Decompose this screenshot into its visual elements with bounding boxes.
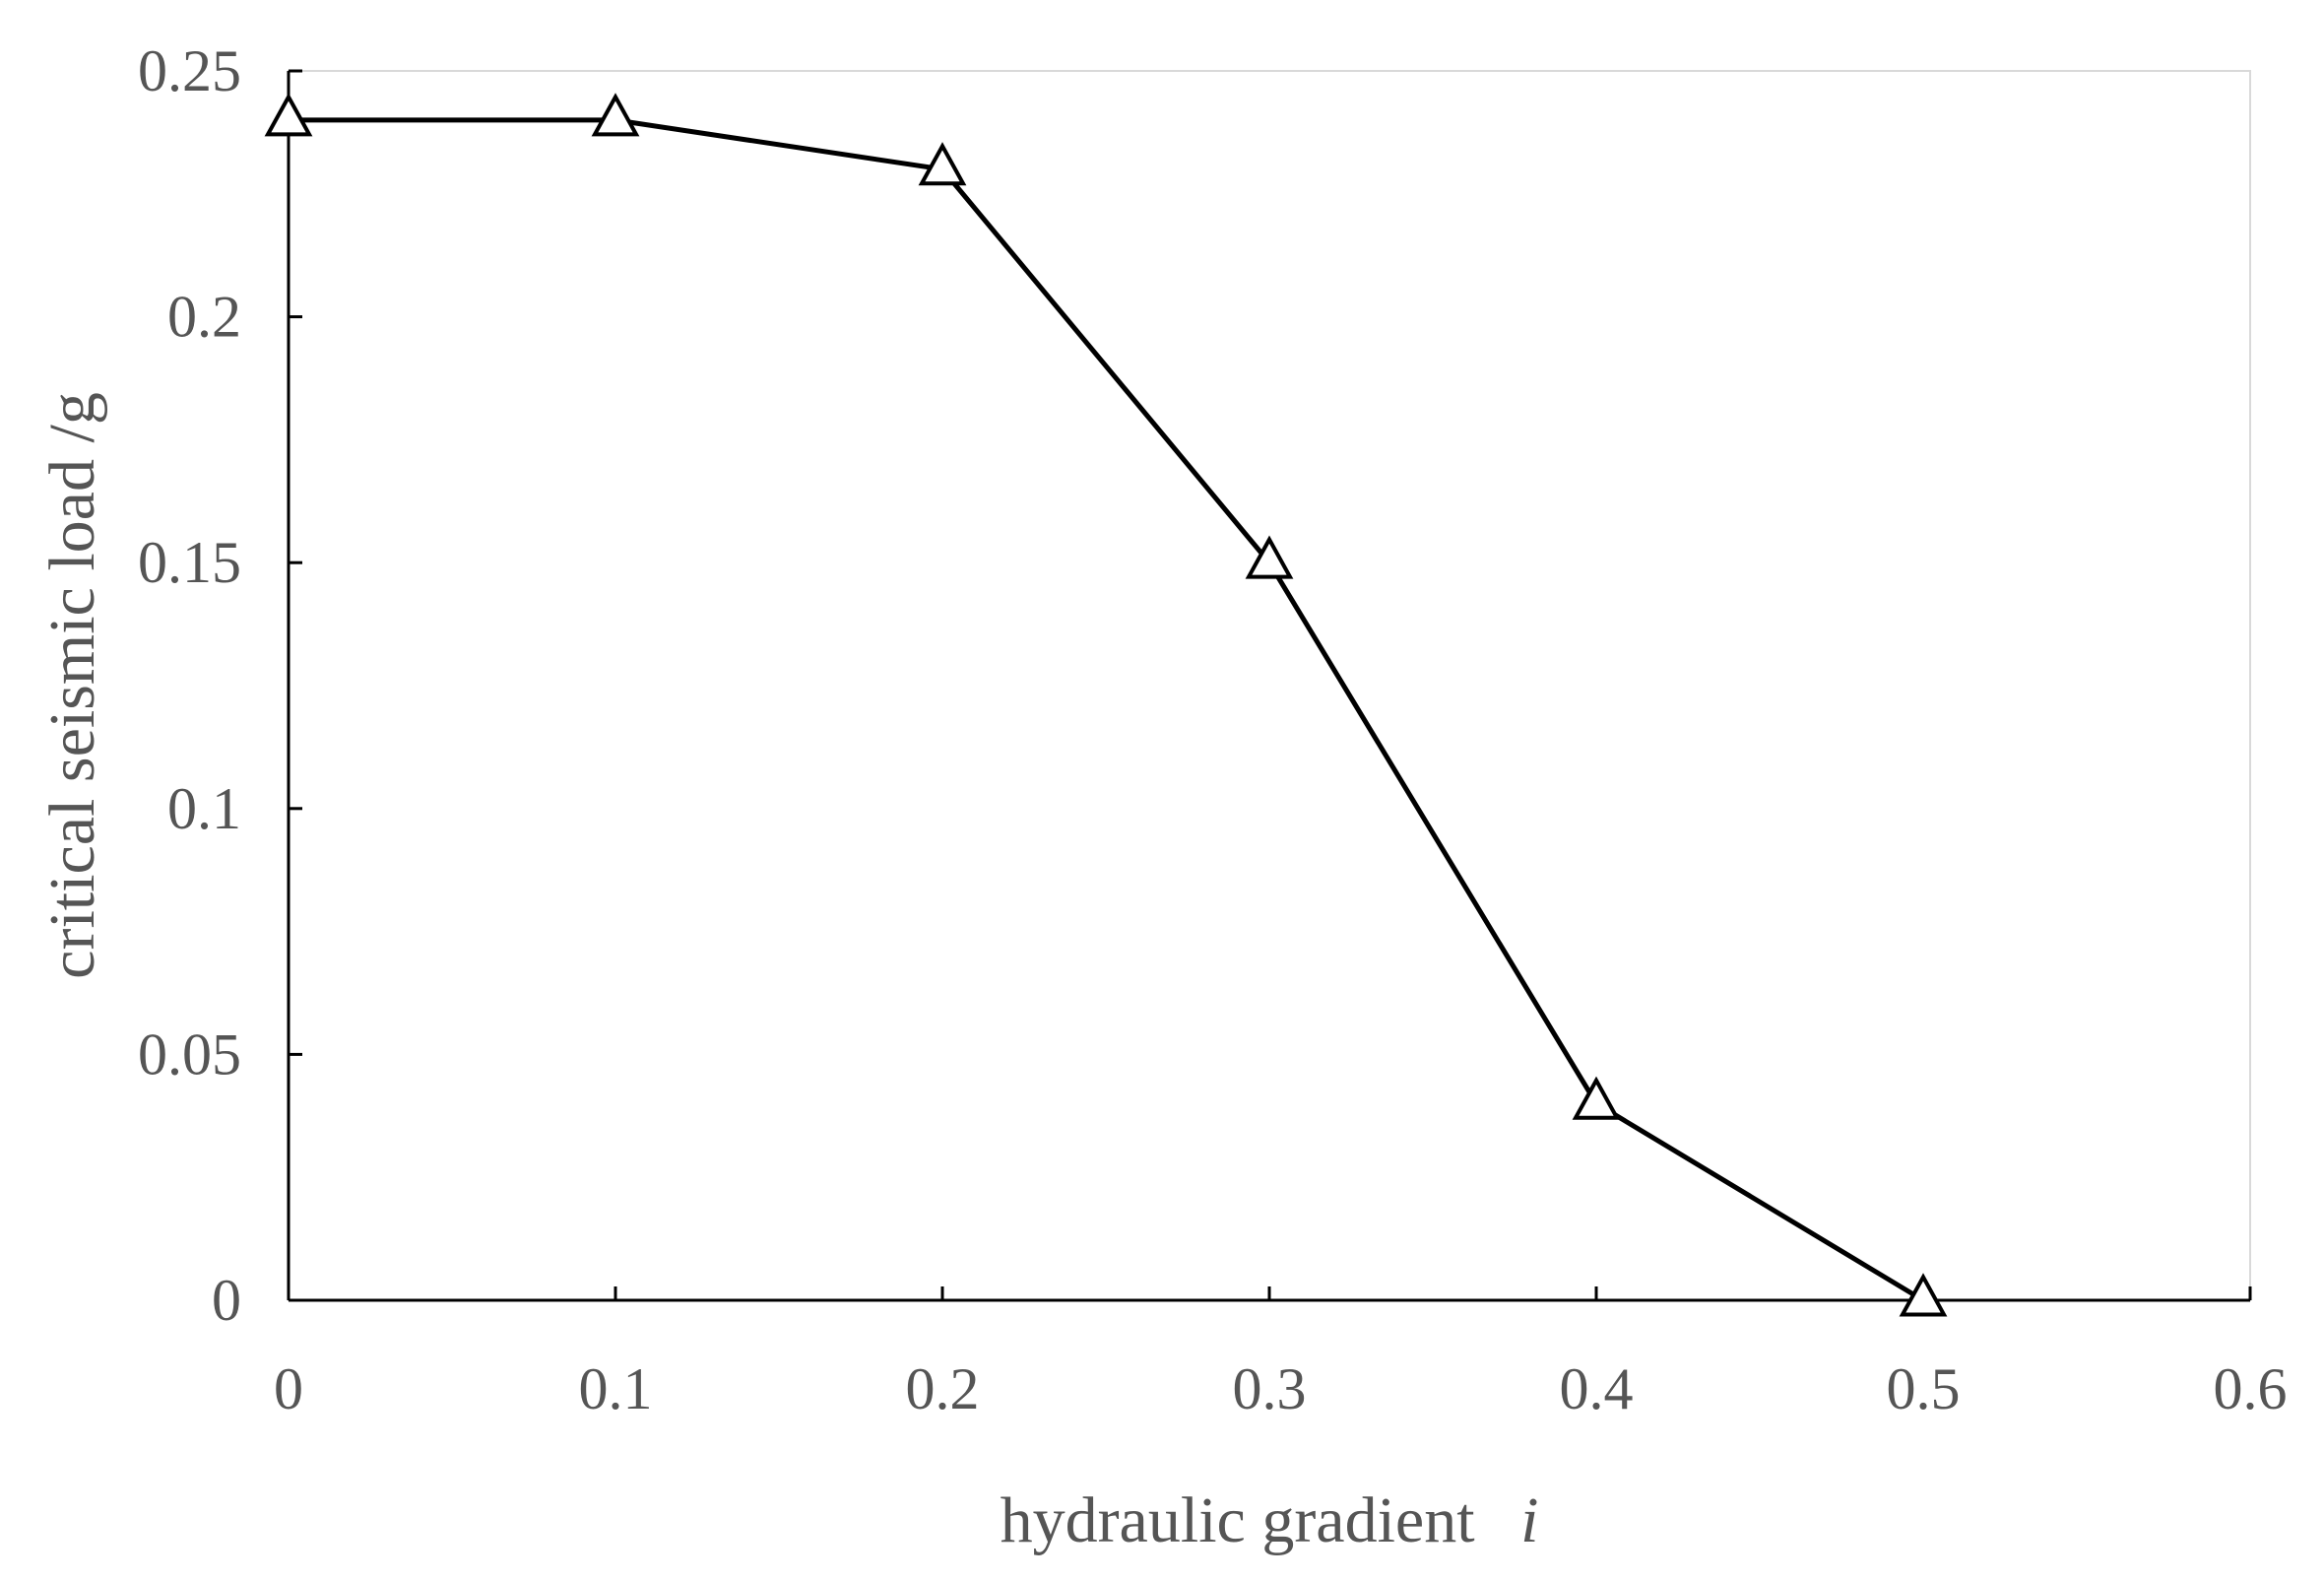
y-tick-label: 0.15 <box>138 530 241 595</box>
data-point-marker <box>1572 1076 1621 1120</box>
series-layer <box>264 93 1948 1317</box>
data-point-marker <box>918 142 967 186</box>
y-tick-label: 0.05 <box>138 1021 241 1087</box>
data-point-marker <box>264 93 313 137</box>
x-tick-label: 0.6 <box>2214 1356 2288 1421</box>
x-tick-label: 0.5 <box>1887 1356 1961 1421</box>
x-tick-label: 0.2 <box>906 1356 980 1421</box>
y-tick-label: 0.25 <box>138 38 241 103</box>
y-axis-title: critical seismic load /g <box>36 392 108 979</box>
x-axis-title-text: hydraulic gradient <box>1001 1484 1475 1556</box>
x-tick-label: 0.4 <box>1560 1356 1634 1421</box>
series-line <box>289 117 1925 1303</box>
plot-area-frame <box>288 70 2251 1301</box>
x-axis-title-variable: i <box>1520 1484 1538 1556</box>
y-ticks: 0 0.05 0.1 0.15 0.2 0.25 <box>138 38 302 1333</box>
x-tick-label: 0 <box>274 1356 303 1421</box>
x-axis-title: hydraulic gradient i <box>1001 1484 1539 1556</box>
y-tick-label: 0.2 <box>167 285 241 350</box>
x-tick-label: 0.3 <box>1233 1356 1307 1421</box>
x-ticks: 0 0.1 0.2 0.3 0.4 0.5 0.6 <box>274 1286 2288 1421</box>
y-tick-label: 0.1 <box>167 776 241 841</box>
x-tick-label: 0.1 <box>579 1356 653 1421</box>
y-tick-label: 0 <box>212 1268 241 1333</box>
data-point-marker <box>1245 535 1294 579</box>
data-point-marker <box>1899 1273 1948 1317</box>
data-point-marker <box>591 93 640 137</box>
